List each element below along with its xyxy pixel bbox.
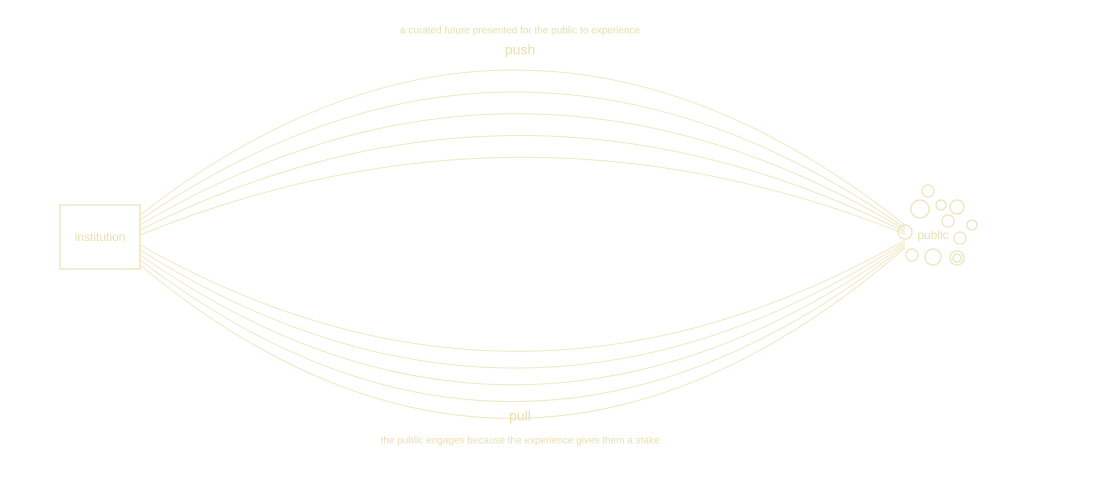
curve <box>139 239 906 352</box>
bubble <box>921 184 935 198</box>
curve <box>139 135 906 233</box>
public-bubbles <box>897 184 978 266</box>
institution-box <box>59 204 141 270</box>
curve <box>139 156 906 236</box>
bubble <box>941 214 955 228</box>
bubble <box>935 199 947 211</box>
public-label: public <box>917 228 948 242</box>
bubble <box>952 253 962 263</box>
bubble <box>949 199 965 215</box>
curve <box>139 69 906 226</box>
curve <box>139 91 906 229</box>
curve <box>139 113 906 231</box>
curve <box>139 243 906 386</box>
bubble <box>924 248 942 266</box>
bubble <box>910 199 930 219</box>
bubble <box>905 248 919 262</box>
push-curves <box>139 69 906 236</box>
bubble <box>949 250 965 266</box>
pull-caption: the public engages because the experienc… <box>380 436 660 447</box>
push-label: push <box>505 42 535 58</box>
bubble <box>966 219 978 231</box>
pull-curves <box>139 239 906 419</box>
bubble <box>897 224 913 240</box>
institution-label: institution <box>75 230 126 244</box>
curve <box>139 247 906 419</box>
curve <box>139 245 906 403</box>
push-caption: a curated future presented for the publi… <box>400 26 641 37</box>
pull-label: pull <box>509 408 531 424</box>
curve <box>139 241 906 369</box>
bubble <box>953 231 967 245</box>
